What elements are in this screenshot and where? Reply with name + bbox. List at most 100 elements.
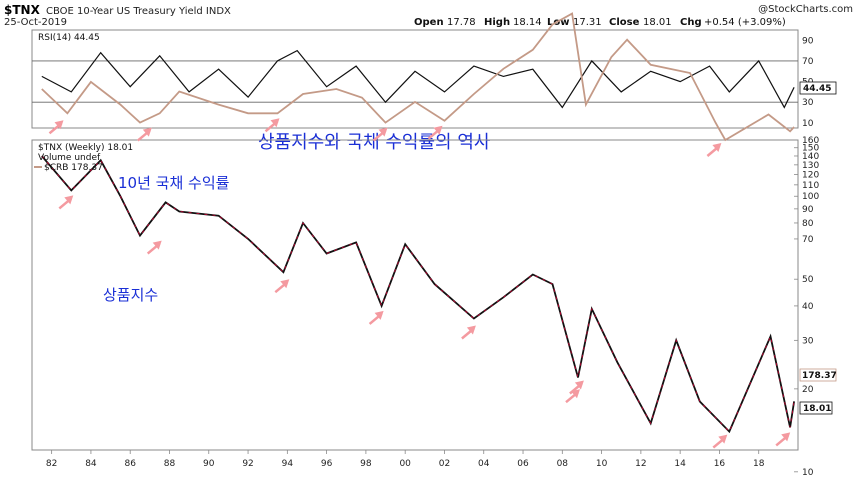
- arrow-head: [142, 127, 152, 137]
- rsi-last-badge-bg: [799, 81, 837, 95]
- year-tick-label: 82: [46, 459, 57, 469]
- arrow-head: [280, 279, 290, 289]
- trough-arrow: [368, 310, 384, 325]
- year-tick-label: 12: [635, 459, 646, 469]
- year-tick-label: 08: [557, 459, 569, 469]
- high-label: High: [484, 17, 510, 28]
- high-value: 18.14: [513, 17, 542, 28]
- crb-last-badge: 178.37: [802, 371, 837, 381]
- arrow-head: [433, 125, 443, 135]
- crb-line: [41, 12, 795, 142]
- price-xticks: 82 84 86 88 90 92 94 96 98 00 02 04 06 08 10 12 14 16 18: [46, 450, 765, 469]
- trough-arrow: [372, 127, 388, 142]
- price-tick-label: 110: [802, 181, 819, 191]
- tnx-line: [41, 155, 795, 434]
- price-legend: $TNX (Weekly) 18.01 Volume undef $CRB 17…: [34, 143, 133, 173]
- trough-arrow: [58, 195, 74, 210]
- rsi-panel: 1030507090 RSI(14) 44.45 44.45: [31, 29, 837, 129]
- year-tick-label: 90: [203, 459, 215, 469]
- arrow-head: [781, 432, 791, 442]
- price-tick-label: 20: [802, 385, 814, 395]
- year-tick-label: 06: [517, 459, 529, 469]
- year-tick-label: 04: [478, 459, 490, 469]
- year-tick-label: 18: [753, 459, 765, 469]
- watermark: @StockCharts.com: [758, 4, 853, 15]
- rsi-tick-label: 70: [802, 57, 814, 67]
- year-tick-label: 16: [714, 459, 726, 469]
- legend-crb: $CRB 178.37: [44, 163, 103, 173]
- annotation-crb-label: 상품지수: [103, 286, 158, 304]
- trough-arrow: [146, 240, 162, 255]
- arrow-head: [571, 389, 580, 399]
- tnx-last-badge-bg: [799, 401, 833, 415]
- rsi-tick-label: 90: [802, 36, 814, 46]
- ticker-symbol: $TNX: [4, 3, 41, 17]
- ticker-description: CBOE 10-Year US Treasury Yield INDX: [46, 6, 231, 17]
- price-tick-label: 80: [802, 219, 814, 229]
- arrow-head: [152, 240, 162, 250]
- year-tick-label: 02: [439, 459, 450, 469]
- arrow-head: [466, 325, 476, 335]
- year-tick-label: 96: [321, 459, 333, 469]
- crb-last-badge-bg: [799, 368, 837, 382]
- price-tick-label: 90: [802, 205, 814, 215]
- trough-arrow: [775, 432, 791, 447]
- arrow-head: [712, 143, 722, 152]
- legend-volume: Volume undef: [38, 153, 101, 163]
- price-tick-label: 150: [802, 144, 819, 154]
- year-tick-label: 14: [674, 459, 686, 469]
- arrow-head: [374, 310, 384, 320]
- annotation-tnx-label: 10년 국채 수익률: [118, 174, 230, 192]
- tnx-last-badge: 18.01: [803, 404, 831, 414]
- trough-arrow: [136, 127, 152, 142]
- trough-arrow: [565, 389, 580, 404]
- price-tick-label: 100: [802, 192, 819, 202]
- chart-header: $TNX CBOE 10-Year US Treasury Yield INDX…: [4, 3, 853, 28]
- year-tick-label: 00: [399, 459, 411, 469]
- open-label: Open: [414, 17, 444, 28]
- rsi-line: [41, 49, 795, 109]
- trough-arrow: [427, 125, 443, 140]
- trough-arrow: [48, 120, 64, 135]
- year-tick-label: 10: [596, 459, 608, 469]
- arrow-head: [270, 118, 280, 128]
- trough-arrow: [706, 143, 722, 157]
- arrow-head: [54, 120, 64, 130]
- rsi-tick-label: 30: [802, 98, 814, 108]
- rsi-guides: [32, 60, 798, 103]
- price-tick-label: 140: [802, 152, 819, 162]
- trough-arrow: [461, 325, 476, 340]
- chg-label: Chg: [680, 17, 702, 28]
- price-tick-label: 40: [802, 302, 814, 312]
- rsi-last-badge: 44.45: [803, 84, 831, 94]
- chart-date: 25-Oct-2019: [4, 17, 67, 28]
- low-value: 17.31: [573, 17, 602, 28]
- price-tick-label: 130: [802, 161, 819, 171]
- close-value: 18.01: [643, 17, 672, 28]
- quote-line: Open 17.78 High 18.14 Low 17.31 Close 18…: [414, 17, 786, 28]
- close-label: Close: [609, 17, 640, 28]
- trough-arrow: [274, 279, 290, 294]
- arrow-head: [574, 380, 584, 390]
- trough-arrow: [712, 434, 728, 449]
- price-frame: [31, 139, 799, 451]
- year-tick-label: 86: [124, 459, 136, 469]
- price-tick-label: 160: [802, 136, 819, 146]
- price-tick-label: 70: [802, 235, 814, 245]
- price-tick-label: 120: [802, 170, 819, 180]
- open-value: 17.78: [447, 17, 476, 28]
- price-tick-label: 30: [802, 336, 814, 346]
- year-tick-label: 84: [85, 459, 97, 469]
- arrow-head: [64, 195, 74, 205]
- rsi-label: RSI(14) 44.45: [38, 33, 100, 43]
- rsi-tick-label: 10: [802, 119, 814, 129]
- turning-point-arrows: [48, 118, 791, 449]
- low-label: Low: [547, 17, 569, 28]
- arrow-head: [718, 434, 728, 444]
- chg-value: +0.54 (+3.09%): [704, 17, 786, 28]
- legend-tnx: $TNX (Weekly) 18.01: [38, 143, 133, 153]
